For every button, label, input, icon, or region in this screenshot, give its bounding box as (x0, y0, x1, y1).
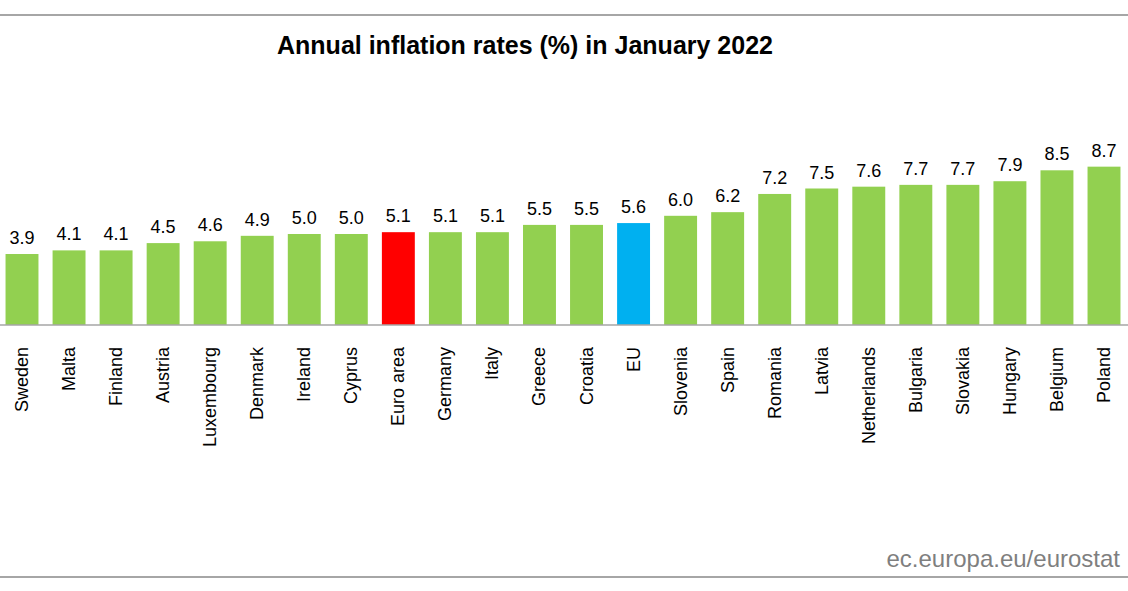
data-label: 3.9 (9, 228, 34, 248)
bar (523, 225, 556, 325)
frame-top (0, 14, 1128, 16)
bar (53, 250, 86, 325)
category-label: Romania (765, 346, 785, 419)
category-label: Malta (59, 346, 79, 391)
category-label: Croatia (577, 346, 597, 405)
category-label: Latvia (812, 346, 832, 395)
category-label: Belgium (1047, 347, 1067, 412)
bar (382, 232, 415, 325)
bar (100, 250, 133, 325)
bars (6, 167, 1121, 325)
data-label: 4.1 (57, 224, 82, 244)
chart: Annual inflation rates (%) in January 20… (0, 0, 1128, 591)
bar (617, 223, 650, 325)
bar (664, 216, 697, 325)
data-label: 7.6 (856, 161, 881, 181)
data-label: 8.5 (1044, 144, 1069, 164)
category-label: Austria (153, 346, 173, 403)
category-label: Germany (435, 347, 455, 421)
category-label: Luxembourg (200, 347, 220, 447)
bar (570, 225, 603, 325)
data-label: 5.5 (574, 199, 599, 219)
data-label: 7.5 (809, 163, 834, 183)
category-label: Italy (482, 347, 502, 380)
bar (711, 212, 744, 325)
category-label: Cyprus (341, 347, 361, 404)
category-label: Slovenia (671, 346, 691, 416)
category-label: Spain (718, 347, 738, 393)
category-label: Greece (529, 347, 549, 406)
frame-bottom (0, 576, 1128, 578)
data-label: 5.6 (621, 197, 646, 217)
category-label: Finland (106, 347, 126, 406)
data-label: 5.1 (480, 206, 505, 226)
bar (335, 234, 368, 325)
bar (993, 181, 1026, 325)
bar (805, 189, 838, 326)
bar (758, 194, 791, 325)
data-label: 6.0 (668, 190, 693, 210)
bar (1088, 167, 1121, 325)
category-label: Slovakia (953, 346, 973, 415)
axis-line (0, 324, 1128, 326)
data-label: 7.7 (950, 159, 975, 179)
bar (1040, 170, 1073, 325)
category-label: EU (624, 347, 644, 372)
bar (899, 185, 932, 325)
category-label: Ireland (294, 347, 314, 402)
source: ec.europa.eu/eurostat (887, 545, 1121, 572)
bar (476, 232, 509, 325)
category-label: Euro area (388, 346, 408, 426)
data-label: 5.0 (292, 208, 317, 228)
bar (946, 185, 979, 325)
data-label: 7.7 (903, 159, 928, 179)
category-label: Hungary (1000, 347, 1020, 415)
bar (288, 234, 321, 325)
bar (194, 241, 227, 325)
bar (241, 236, 274, 325)
bar (6, 254, 39, 325)
data-label: 7.9 (997, 155, 1022, 175)
data-label: 4.5 (151, 217, 176, 237)
category-label: Sweden (12, 347, 32, 412)
data-label: 4.1 (104, 224, 129, 244)
data-label: 4.6 (198, 215, 223, 235)
data-label: 6.2 (715, 186, 740, 206)
data-label: 4.9 (245, 210, 270, 230)
data-label: 5.1 (386, 206, 411, 226)
category-label: Bulgaria (906, 346, 926, 413)
bar (429, 232, 462, 325)
data-label: 5.1 (433, 206, 458, 226)
bar (852, 187, 885, 325)
data-label: 5.0 (339, 208, 364, 228)
category-label: Denmark (247, 346, 267, 420)
category-label: Netherlands (859, 347, 879, 444)
data-label: 7.2 (762, 168, 787, 188)
title: Annual inflation rates (%) in January 20… (277, 31, 773, 59)
bar (147, 243, 180, 325)
data-label: 5.5 (527, 199, 552, 219)
category-label: Poland (1094, 347, 1114, 403)
data-label: 8.7 (1091, 141, 1116, 161)
